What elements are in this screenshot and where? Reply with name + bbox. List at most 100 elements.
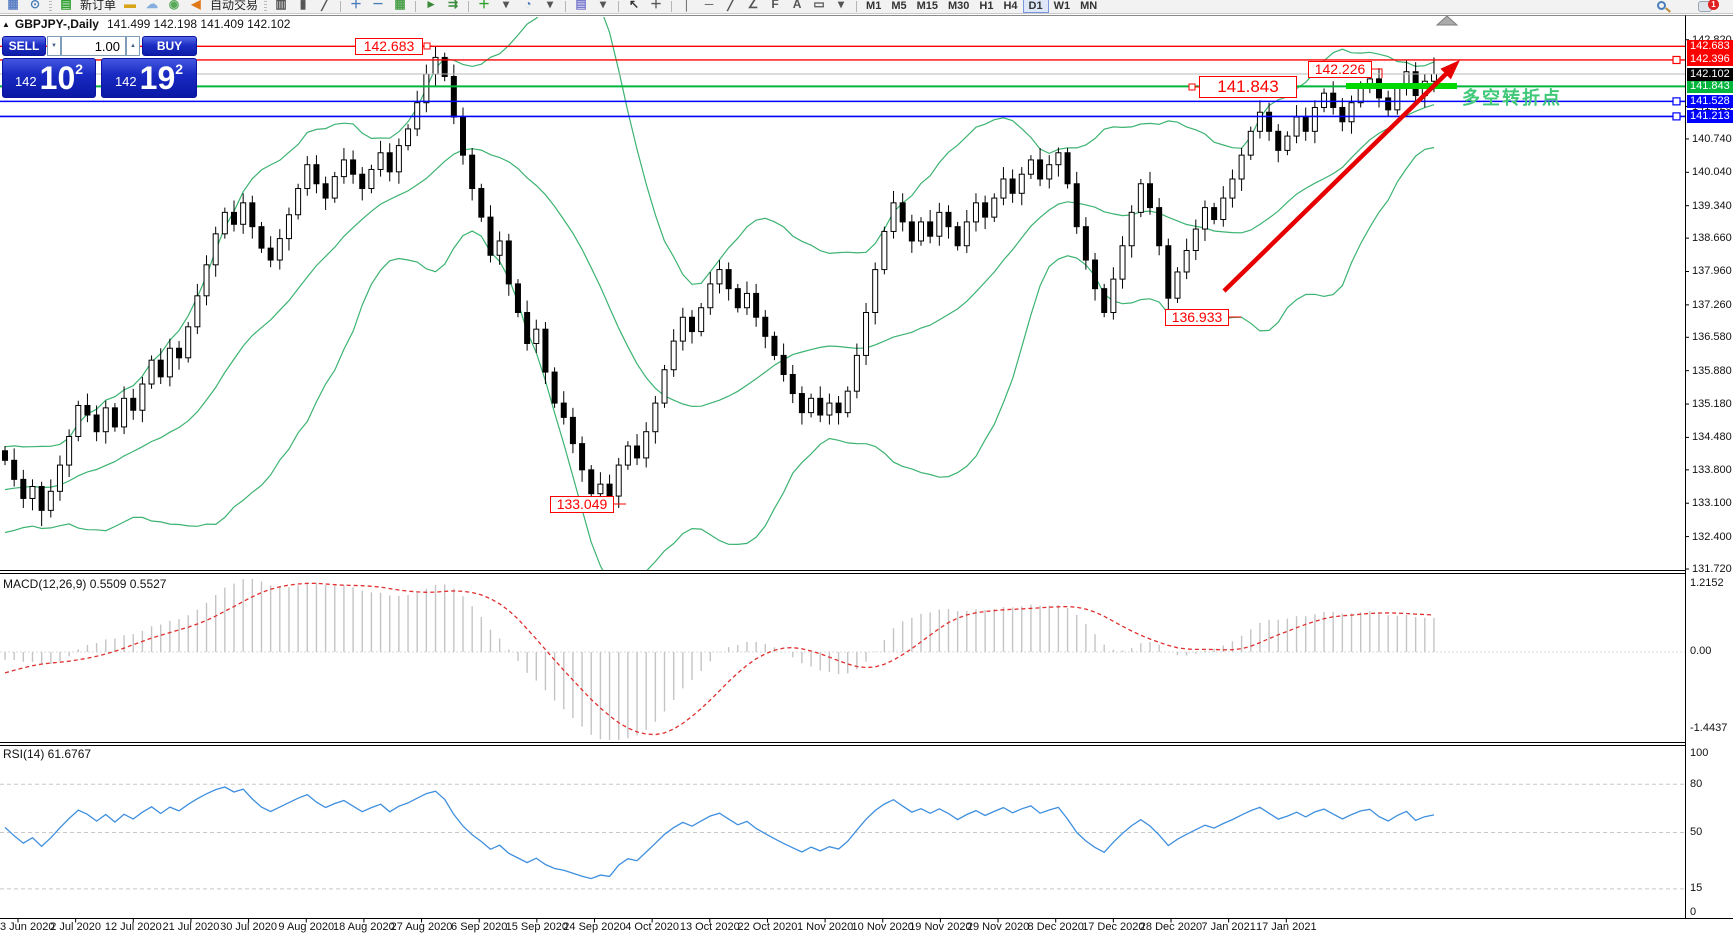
timeframe-button-m30[interactable]: M30 — [948, 0, 970, 12]
templates-icon[interactable]: ▤ — [575, 0, 587, 11]
date-axis-label: 24 Sep 2020 — [563, 921, 626, 933]
channel-icon[interactable]: ∠ — [747, 0, 759, 11]
fibonacci-icon[interactable]: F — [771, 0, 779, 11]
volume-input[interactable] — [61, 36, 126, 56]
price-axis-tick: 135.880 — [1692, 364, 1732, 377]
buy-price-big: 19 — [139, 60, 176, 96]
date-axis-label: 15 Sep 2020 — [505, 921, 569, 933]
candlestick-icon[interactable]: ▮ — [299, 0, 307, 11]
symbol-bar: ▲ GBPJPY-,Daily 141.499 142.198 141.409 14… — [2, 17, 290, 31]
rsi-scale-100: 100 — [1690, 747, 1709, 759]
find-symbol-icon[interactable]: ⊙ — [29, 0, 41, 11]
toolbar-separator — [618, 1, 620, 12]
line-chart-icon[interactable]: ╱ — [321, 0, 329, 11]
price-level-badge: 141.528 — [1687, 94, 1733, 108]
auto-trading-label[interactable]: 自动交易 — [210, 0, 259, 12]
templates-dropdown-icon[interactable]: ▾ — [600, 0, 607, 11]
date-axis-label: 1 Nov 2020 — [796, 921, 854, 933]
hline-icon[interactable]: ─ — [704, 0, 714, 11]
timeframe-button-h1[interactable]: H1 — [979, 0, 994, 12]
date-axis-label: 2 Jul 2020 — [50, 921, 102, 933]
buy-price-button[interactable]: 142 19 2 — [101, 58, 197, 98]
panel-expander-icon[interactable]: ▲ — [2, 20, 10, 29]
buy-price-prefix: 142 — [114, 74, 137, 89]
chart-shift-icon[interactable]: ⇉ — [448, 0, 459, 11]
alerts-icon[interactable]: ◀ — [191, 0, 201, 11]
buy-price-sup: 2 — [175, 61, 184, 77]
price-axis-tick: 137.960 — [1692, 265, 1732, 278]
symbol-ohlc: 141.499 142.198 141.409 142.102 — [106, 17, 291, 31]
timeframe-button-d1[interactable]: D1 — [1022, 0, 1049, 13]
shapes-dropdown-icon[interactable]: ▾ — [838, 0, 845, 11]
date-axis-label: 30 Jul 2020 — [220, 921, 278, 933]
periods-icon[interactable]: ◔ — [524, 0, 532, 11]
chat-icon[interactable]: 1 — [1698, 0, 1720, 13]
date-axis-label: 17 Jan 2021 — [1256, 921, 1317, 933]
toolbar-separator — [856, 1, 858, 12]
bar-chart-icon[interactable]: ▥ — [275, 0, 287, 11]
date-axis-label: 10 Nov 2020 — [851, 921, 914, 933]
rsi-label: RSI(14) 61.6767 — [3, 747, 92, 761]
macd-scale-min: -1.4437 — [1690, 722, 1728, 734]
gold-bars-icon[interactable]: ▬ — [124, 0, 137, 11]
cloud-icon[interactable]: ☁ — [146, 0, 159, 11]
chart-window-icon[interactable]: ▦ — [7, 0, 19, 11]
date-axis-label: 12 Jul 2020 — [104, 921, 162, 933]
trendline-icon[interactable]: ╱ — [727, 0, 735, 11]
zoom-in-icon[interactable]: ＋ — [350, 0, 363, 11]
sell-price-button[interactable]: 142 10 2 — [2, 58, 96, 98]
price-axis-tick: 136.580 — [1692, 331, 1732, 344]
signal-icon[interactable]: ◉ — [168, 0, 180, 11]
price-axis-tick: 139.340 — [1692, 199, 1732, 212]
cursor-icon[interactable]: ↖ — [629, 0, 640, 11]
toolbar-separator — [415, 1, 417, 12]
annotation-price-label[interactable]: 141.843 — [1199, 76, 1297, 98]
new-order-label[interactable]: 新订单 — [80, 0, 117, 12]
crosshair-icon[interactable]: ＋ — [650, 0, 663, 11]
volume-step-up-button[interactable]: ▲ — [126, 36, 140, 56]
price-level-badge: 142.396 — [1687, 53, 1733, 67]
annotation-price-label[interactable]: 142.683 — [355, 38, 423, 55]
timeframe-button-m15[interactable]: M15 — [916, 0, 938, 12]
volume-step-down-button[interactable]: ▼ — [47, 36, 61, 56]
auto-scroll-icon[interactable]: ► — [425, 0, 437, 11]
buy-button[interactable]: BUY — [142, 36, 197, 56]
vline-icon[interactable]: │ — [683, 0, 691, 11]
chat-badge: 1 — [1708, 0, 1719, 10]
price-axis-tick: 140.740 — [1692, 132, 1732, 145]
tile-windows-icon[interactable]: ▦ — [394, 0, 406, 11]
date-axis-label: 6 Sep 2020 — [451, 921, 508, 933]
price-axis-tick: 137.260 — [1692, 298, 1732, 311]
symbol-title: GBPJPY-,Daily — [14, 17, 99, 31]
annotation-price-label[interactable]: 136.933 — [1165, 309, 1229, 326]
date-axis-label: 3 Jun 2020 — [0, 921, 55, 933]
zoom-out-icon[interactable]: － — [372, 0, 385, 11]
indicators-icon[interactable]: ＋ — [478, 0, 491, 11]
timeframe-button-w1[interactable]: W1 — [1053, 0, 1071, 12]
annotation-price-label[interactable]: 142.226 — [1308, 61, 1372, 78]
periods-dropdown-icon[interactable]: ▾ — [547, 0, 554, 11]
rsi-scale-50: 50 — [1690, 826, 1703, 838]
sell-button[interactable]: SELL — [2, 36, 46, 56]
cjk-annotation-text[interactable]: 多空转折点 — [1462, 88, 1562, 108]
rsi-scale-15: 15 — [1690, 882, 1703, 894]
timeframe-button-m5[interactable]: M5 — [891, 0, 907, 12]
date-axis-label: 29 Nov 2020 — [966, 921, 1030, 933]
toolbar: ▦ ⊙ ▤ 新订单 ▬ ☁ ◉ ◀ 自动交易 ▥ ▮ ╱ ＋ － ▦ ► ⇉ ＋ ▾ ◔ ▾ ▤ ▾ ↖ ＋ │ ─ ╱ ∠ F A ▭ ▾ M1… — [0, 0, 1733, 14]
date-axis-label: 18 Aug 2020 — [332, 921, 395, 933]
timeframe-button-h4[interactable]: H4 — [1003, 0, 1018, 12]
sell-price-prefix: 142 — [14, 74, 37, 89]
price-axis-tick: 134.480 — [1692, 431, 1732, 444]
date-axis-label: 13 Oct 2020 — [679, 921, 740, 933]
search-icon[interactable] — [1655, 0, 1671, 13]
date-axis-label: 8 Dec 2020 — [1027, 921, 1084, 933]
indicators-dropdown-icon[interactable]: ▾ — [503, 0, 510, 11]
toolbar-separator — [565, 1, 567, 12]
annotation-price-label[interactable]: 133.049 — [550, 496, 614, 513]
new-order-icon[interactable]: ▤ — [60, 0, 72, 11]
timeframe-button-mn[interactable]: MN — [1080, 0, 1098, 12]
label-icon[interactable]: ▭ — [813, 0, 825, 11]
text-icon[interactable]: A — [792, 0, 802, 11]
timeframe-button-m1[interactable]: M1 — [866, 0, 882, 12]
